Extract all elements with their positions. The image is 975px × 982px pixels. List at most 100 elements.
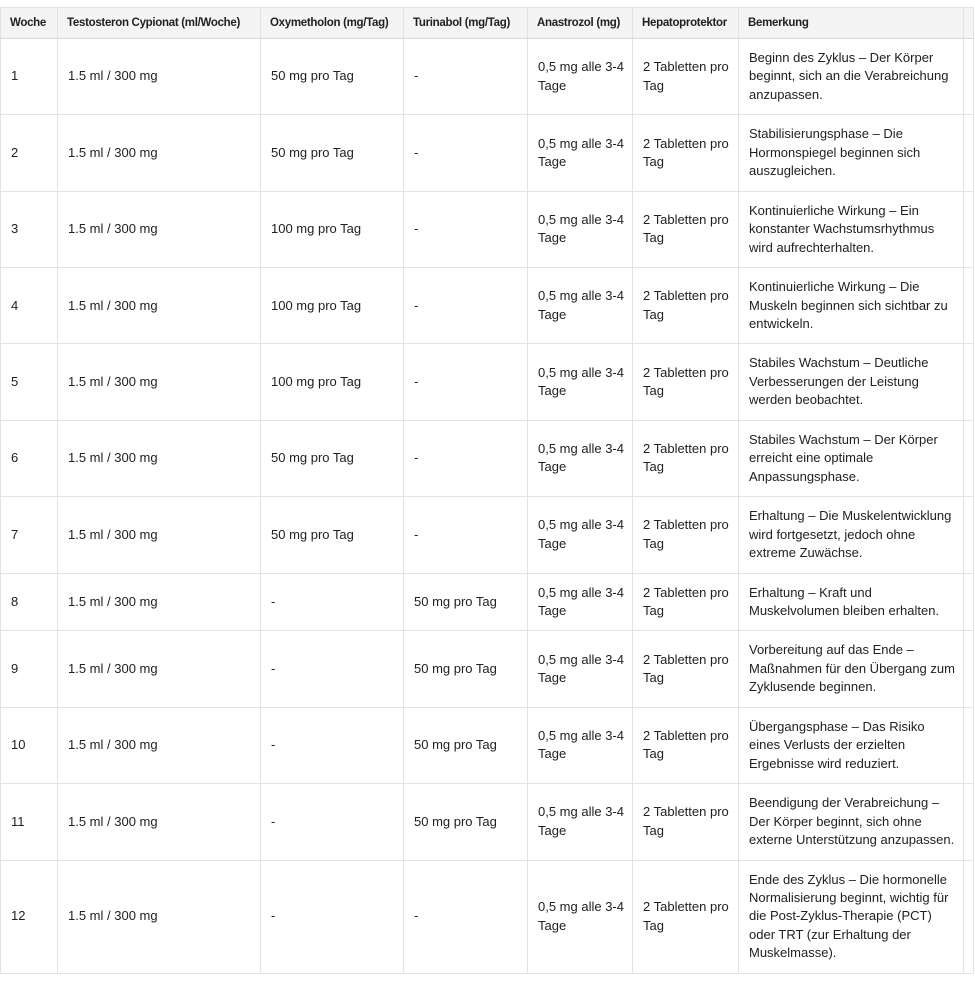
table-row: 12 1.5 ml / 300 mg - -0,5 mg alle 3-4 Tage 2… bbox=[0, 859, 974, 974]
cell-anastrozol: 0,5 mg alle 3-4 Tage bbox=[527, 859, 633, 974]
cell-anastrozol: 0,5 mg alle 3-4 Tage bbox=[527, 630, 633, 708]
cell-oxymetholon: 100 mg pro Tag bbox=[260, 267, 404, 345]
column-header-turinabol: Turinabol (mg/Tag) bbox=[403, 7, 528, 39]
cell-bemerkung: Erhaltung – Die Muskelentwicklung wird f… bbox=[738, 496, 964, 574]
cell-woche: 9 bbox=[0, 630, 58, 708]
table-row: 1 1.5 ml / 300 mg 50 mg pro Tag -0,5 mg all… bbox=[0, 37, 974, 116]
cell-hepatoprotektor: 2 Tabletten pro Tag bbox=[632, 190, 739, 269]
cell-hepatoprotektor: 2 Tabletten pro Tag bbox=[632, 343, 739, 421]
table-row: 8 1.5 ml / 300 mg -50 mg pro Tag 0,5 mg all… bbox=[0, 572, 974, 632]
cell-testosteron: 1.5 ml / 300 mg bbox=[57, 496, 261, 574]
cell-hepatoprotektor: 2 Tabletten pro Tag bbox=[632, 630, 739, 708]
column-header-anastrozol: Anastrozol (mg) bbox=[527, 7, 633, 39]
cell-hepatoprotektor: 2 Tabletten pro Tag bbox=[632, 783, 739, 861]
cell-turinabol: - bbox=[403, 859, 528, 974]
column-header-oxymetholon: Oxymetholon (mg/Tag) bbox=[260, 7, 404, 39]
table-row: 11 1.5 ml / 300 mg -50 mg pro Tag 0,5 mg al… bbox=[0, 783, 974, 861]
cell-turinabol: - bbox=[403, 190, 528, 269]
cell-anastrozol: 0,5 mg alle 3-4 Tage bbox=[527, 190, 633, 269]
cell-testosteron: 1.5 ml / 300 mg bbox=[57, 37, 261, 116]
cell-turinabol: - bbox=[403, 496, 528, 574]
spacer-cell bbox=[963, 859, 974, 974]
table-header: Woche Testosteron Cypionat (ml/Woche) Oxym… bbox=[0, 7, 974, 39]
cell-oxymetholon: 50 mg pro Tag bbox=[260, 37, 404, 116]
spacer-cell bbox=[963, 572, 974, 632]
cell-bemerkung: Erhaltung – Kraft und Muskelvolumen blei… bbox=[738, 572, 964, 632]
cell-woche: 6 bbox=[0, 419, 58, 498]
cell-testosteron: 1.5 ml / 300 mg bbox=[57, 706, 261, 785]
cell-testosteron: 1.5 ml / 300 mg bbox=[57, 419, 261, 498]
table-row: 10 1.5 ml / 300 mg -50 mg pro Tag 0,5 mg al… bbox=[0, 706, 974, 785]
cell-anastrozol: 0,5 mg alle 3-4 Tage bbox=[527, 343, 633, 421]
cell-bemerkung: Vorbereitung auf das Ende – Maßnahmen fü… bbox=[738, 630, 964, 708]
cell-oxymetholon: 100 mg pro Tag bbox=[260, 190, 404, 269]
cell-woche: 1 bbox=[0, 37, 58, 116]
cell-hepatoprotektor: 2 Tabletten pro Tag bbox=[632, 37, 739, 116]
cell-hepatoprotektor: 2 Tabletten pro Tag bbox=[632, 419, 739, 498]
table-row: 4 1.5 ml / 300 mg 100 mg pro Tag -0,5 mg al… bbox=[0, 267, 974, 345]
cell-anastrozol: 0,5 mg alle 3-4 Tage bbox=[527, 572, 633, 632]
table-row: 7 1.5 ml / 300 mg 50 mg pro Tag -0,5 mg all… bbox=[0, 496, 974, 574]
cell-anastrozol: 0,5 mg alle 3-4 Tage bbox=[527, 706, 633, 785]
cell-turinabol: - bbox=[403, 343, 528, 421]
cell-anastrozol: 0,5 mg alle 3-4 Tage bbox=[527, 419, 633, 498]
cell-testosteron: 1.5 ml / 300 mg bbox=[57, 114, 261, 192]
cell-woche: 8 bbox=[0, 572, 58, 632]
cell-turinabol: 50 mg pro Tag bbox=[403, 783, 528, 861]
cell-hepatoprotektor: 2 Tabletten pro Tag bbox=[632, 496, 739, 574]
cell-bemerkung: Kontinuierliche Wirkung – Die Muskeln be… bbox=[738, 267, 964, 345]
cell-oxymetholon: 50 mg pro Tag bbox=[260, 496, 404, 574]
column-header-woche: Woche bbox=[0, 7, 58, 39]
cell-bemerkung: Kontinuierliche Wirkung – Ein konstanter… bbox=[738, 190, 964, 269]
cell-bemerkung: Ende des Zyklus – Die hormonelle Normali… bbox=[738, 859, 964, 974]
cell-oxymetholon: - bbox=[260, 706, 404, 785]
cycle-schedule-table: Woche Testosteron Cypionat (ml/Woche) Oxym… bbox=[0, 7, 974, 974]
cell-testosteron: 1.5 ml / 300 mg bbox=[57, 859, 261, 974]
cell-anastrozol: 0,5 mg alle 3-4 Tage bbox=[527, 37, 633, 116]
cell-oxymetholon: - bbox=[260, 783, 404, 861]
cell-woche: 11 bbox=[0, 783, 58, 861]
spacer-cell bbox=[963, 267, 974, 345]
header-row: Woche Testosteron Cypionat (ml/Woche) Oxym… bbox=[0, 7, 974, 39]
spacer-header-cell bbox=[963, 7, 974, 39]
cell-turinabol: - bbox=[403, 267, 528, 345]
cell-bemerkung: Stabiles Wachstum – Der Körper erreicht … bbox=[738, 419, 964, 498]
cell-oxymetholon: - bbox=[260, 572, 404, 632]
cell-anastrozol: 0,5 mg alle 3-4 Tage bbox=[527, 267, 633, 345]
cell-turinabol: 50 mg pro Tag bbox=[403, 572, 528, 632]
cell-testosteron: 1.5 ml / 300 mg bbox=[57, 267, 261, 345]
cell-woche: 2 bbox=[0, 114, 58, 192]
cell-hepatoprotektor: 2 Tabletten pro Tag bbox=[632, 114, 739, 192]
cell-hepatoprotektor: 2 Tabletten pro Tag bbox=[632, 572, 739, 632]
cell-testosteron: 1.5 ml / 300 mg bbox=[57, 783, 261, 861]
cell-oxymetholon: - bbox=[260, 859, 404, 974]
cell-testosteron: 1.5 ml / 300 mg bbox=[57, 343, 261, 421]
cell-oxymetholon: 50 mg pro Tag bbox=[260, 114, 404, 192]
spacer-cell bbox=[963, 343, 974, 421]
spacer-cell bbox=[963, 496, 974, 574]
cell-bemerkung: Stabiles Wachstum – Deutliche Verbesseru… bbox=[738, 343, 964, 421]
spacer-cell bbox=[963, 630, 974, 708]
cell-hepatoprotektor: 2 Tabletten pro Tag bbox=[632, 859, 739, 974]
spacer-cell bbox=[963, 114, 974, 192]
spacer-cell bbox=[963, 37, 974, 116]
table-row: 9 1.5 ml / 300 mg -50 mg pro Tag 0,5 mg all… bbox=[0, 630, 974, 708]
cell-hepatoprotektor: 2 Tabletten pro Tag bbox=[632, 706, 739, 785]
cell-turinabol: - bbox=[403, 114, 528, 192]
cell-woche: 3 bbox=[0, 190, 58, 269]
column-header-hepatoprotektor: Hepatoprotektor bbox=[632, 7, 739, 39]
table-row: 3 1.5 ml / 300 mg 100 mg pro Tag -0,5 mg al… bbox=[0, 190, 974, 269]
table-row: 5 1.5 ml / 300 mg 100 mg pro Tag -0,5 mg al… bbox=[0, 343, 974, 421]
cell-woche: 4 bbox=[0, 267, 58, 345]
cell-bemerkung: Beginn des Zyklus – Der Körper beginnt, … bbox=[738, 37, 964, 116]
cell-turinabol: - bbox=[403, 37, 528, 116]
cell-woche: 5 bbox=[0, 343, 58, 421]
table-body: 1 1.5 ml / 300 mg 50 mg pro Tag -0,5 mg all… bbox=[0, 37, 974, 974]
cell-woche: 10 bbox=[0, 706, 58, 785]
cell-testosteron: 1.5 ml / 300 mg bbox=[57, 630, 261, 708]
cell-anastrozol: 0,5 mg alle 3-4 Tage bbox=[527, 114, 633, 192]
spacer-cell bbox=[963, 419, 974, 498]
column-header-bemerkung: Bemerkung bbox=[738, 7, 964, 39]
cell-bemerkung: Stabilisierungsphase – Die Hormonspiegel… bbox=[738, 114, 964, 192]
